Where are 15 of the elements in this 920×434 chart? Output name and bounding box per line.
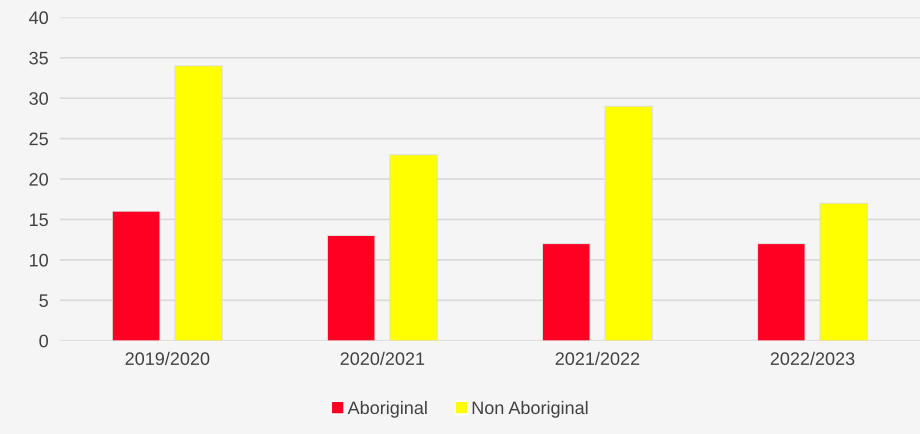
legend-label: Non Aboriginal (472, 400, 588, 418)
y-tick-label: 35 (29, 52, 48, 64)
y-tick-label: 0 (39, 334, 48, 348)
y-tick-label: 10 (30, 254, 48, 267)
y-tick-label: 5 (39, 294, 48, 307)
x-tick-label: 2020/2021 (340, 352, 424, 366)
y-tick-label: 20 (30, 172, 48, 186)
y-tick-label: 40 (29, 11, 48, 24)
legend-label: Aboriginal (348, 400, 427, 418)
y-tick-label: 30 (29, 92, 48, 105)
y-tick-label: 15 (30, 214, 48, 226)
x-tick-label: 2019/2020 (126, 352, 210, 366)
x-tick-label: 2022/2023 (770, 352, 854, 366)
y-tick-label: 25 (30, 132, 48, 146)
x-tick-label: 2021/2022 (556, 352, 640, 366)
